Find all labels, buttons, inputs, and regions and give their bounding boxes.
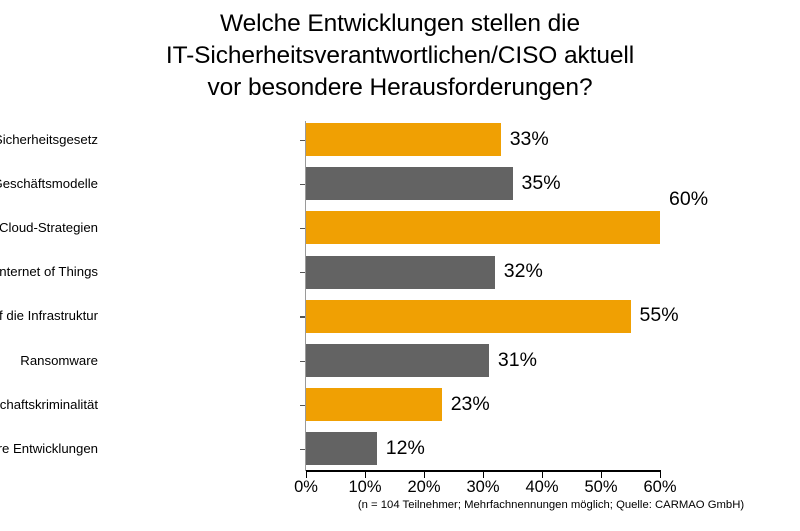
x-axis-tick-label: 60% <box>643 478 677 496</box>
bar <box>306 255 495 289</box>
bar <box>306 432 377 466</box>
y-axis-tick <box>300 139 305 141</box>
x-axis-tick <box>306 471 308 478</box>
bar-value-label: 31% <box>497 348 537 371</box>
x-axis-tick-label: 50% <box>584 478 618 496</box>
x-axis-tick-label: 0% <box>294 478 318 496</box>
x-axis-tick <box>542 471 544 478</box>
bar <box>306 344 489 377</box>
x-axis-tick <box>660 471 662 478</box>
category-label: Cyberangriffe auf die Infrastruktur <box>0 308 98 324</box>
category-label: organisierte digitale Wirtschaftskrimina… <box>0 396 98 412</box>
y-axis-tick <box>300 316 305 318</box>
chart-title: Welche Entwicklungen stellen die IT-Sich… <box>0 8 800 104</box>
category-label: IT-Sicherheitsgesetz <box>0 131 98 147</box>
chart-title-line-1: Welche Entwicklungen stellen die <box>220 10 580 37</box>
x-axis-tick <box>483 471 485 478</box>
y-axis-tick <box>300 272 305 274</box>
bar-value-label: 32% <box>503 260 543 283</box>
x-axis-tick <box>365 471 367 478</box>
bar <box>306 167 513 201</box>
y-axis-tick <box>300 360 305 362</box>
y-axis-tick <box>300 448 305 451</box>
x-axis-tick <box>601 471 603 478</box>
x-axis-tick-label: 10% <box>348 478 382 496</box>
category-label: digitale Geschäftsmodelle <box>0 175 98 191</box>
bar-value-label: 60% <box>669 188 709 211</box>
bar <box>306 123 501 156</box>
y-axis-tick <box>300 404 305 406</box>
bar <box>306 388 442 422</box>
y-axis-tick <box>300 183 305 185</box>
bar-value-label: 12% <box>385 436 425 459</box>
category-label: Ransomware <box>20 352 98 368</box>
category-label: Cloud-Strategien <box>0 219 98 235</box>
category-label: Internet of Things <box>0 264 98 280</box>
chart-title-line-2: IT-Sicherheitsverantwortlichen/CISO aktu… <box>165 42 635 69</box>
bar-value-label: 33% <box>509 127 549 150</box>
bar <box>306 211 660 245</box>
x-axis-tick-label: 20% <box>407 478 441 496</box>
x-axis-tick-label: 40% <box>525 478 559 496</box>
x-axis-line <box>306 470 661 472</box>
y-axis-line <box>305 121 307 471</box>
bar <box>306 299 631 333</box>
chart-title-line-3: vor besondere Herausforderungen? <box>207 74 593 101</box>
bar-value-label: 55% <box>639 304 679 327</box>
bar-value-label: 23% <box>450 392 490 415</box>
y-axis-tick <box>300 227 305 230</box>
x-axis-tick-label: 30% <box>466 478 500 496</box>
bar-value-label: 35% <box>521 171 561 194</box>
chart-footnote: (n = 104 Teilnehmer; Mehrfachnennungen m… <box>357 499 745 511</box>
category-label: andere Entwicklungen <box>0 440 98 456</box>
x-axis-tick <box>424 471 426 478</box>
